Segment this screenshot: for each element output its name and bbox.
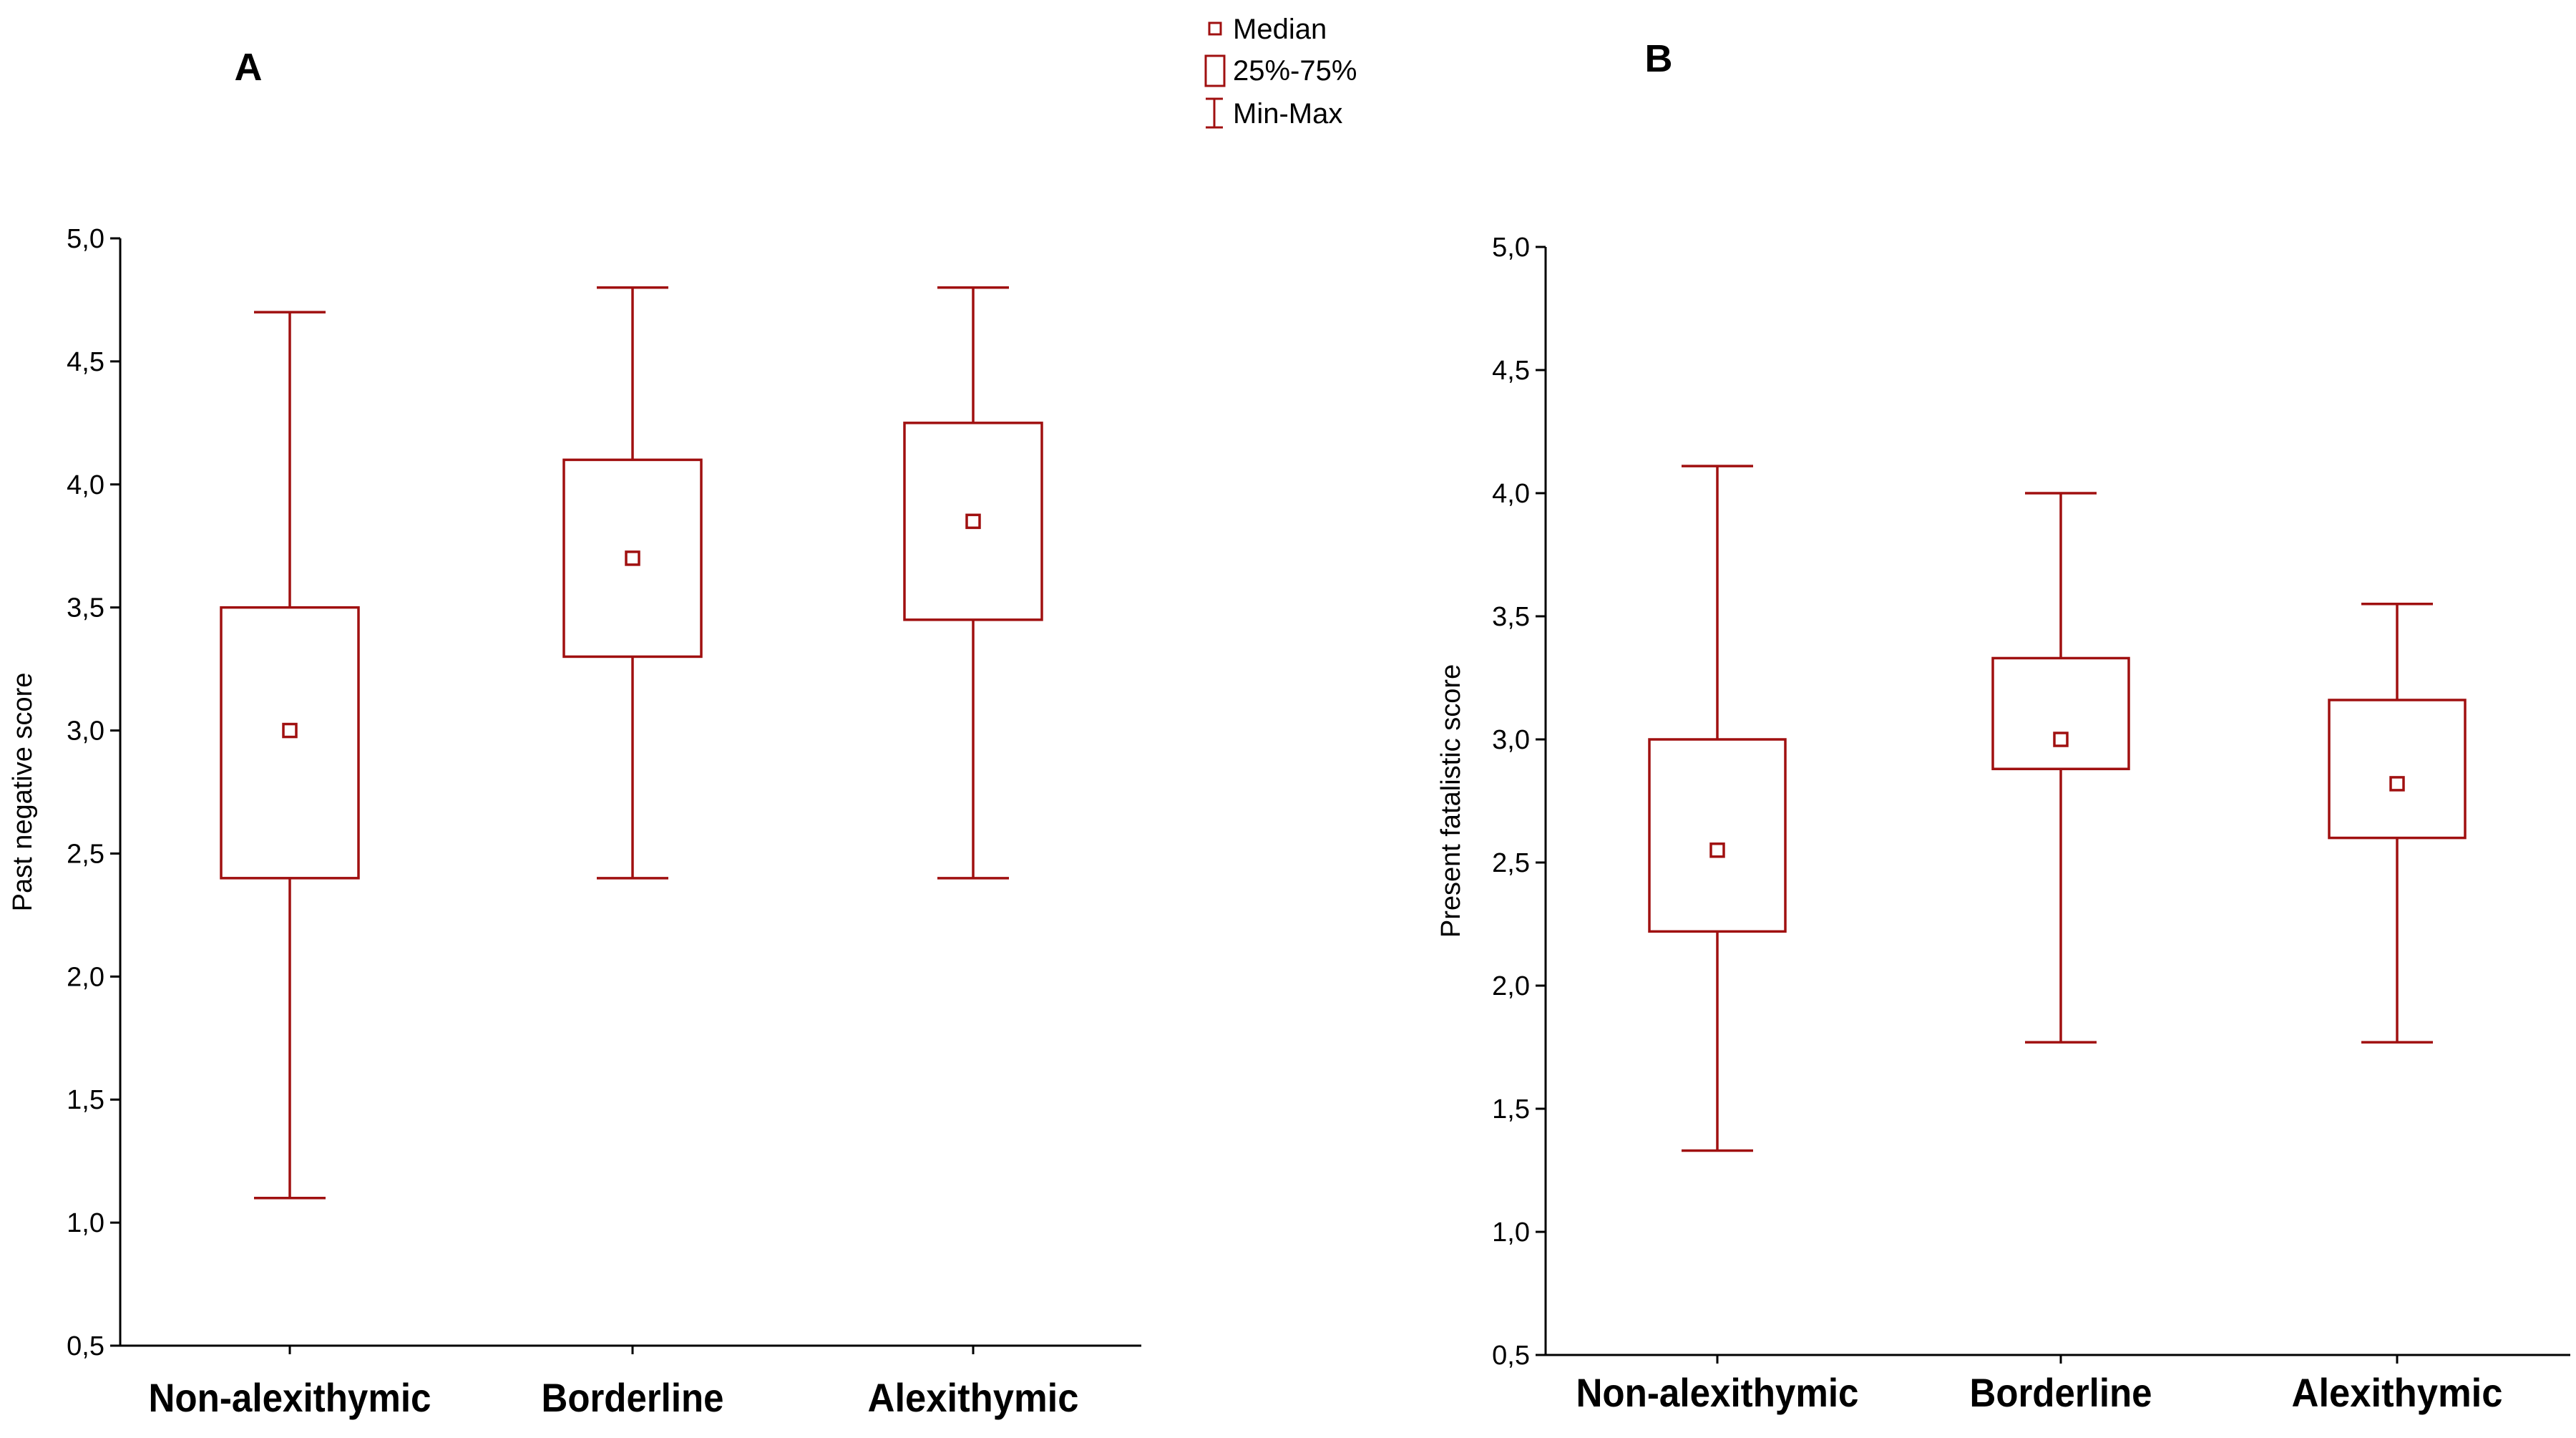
panel-label: B [1645,37,1673,80]
y-tick-label: 1,5 [67,1085,104,1115]
y-tick-label: 1,0 [1492,1218,1530,1248]
y-axis-title: Present fatalistic score [1436,664,1466,938]
y-tick-label: 2,5 [67,839,104,869]
y-tick-label: 1,0 [67,1208,104,1238]
y-tick-label: 3,5 [67,593,104,623]
y-tick-label: 3,0 [1492,725,1530,755]
iqr-box [1991,656,2130,771]
y-tick-label: 4,5 [1492,356,1530,386]
category-label: Non-alexithymic [1576,1370,1859,1415]
median-marker [1709,842,1725,858]
y-tick-label: 3,0 [67,716,104,747]
y-axis-title: Past negative score [8,673,38,912]
category-label: Non-alexithymic [149,1375,431,1420]
y-tick-label: 1,5 [1492,1094,1530,1124]
y-tick-label: 3,5 [1492,602,1530,632]
median-marker [282,722,298,739]
y-tick-label: 2,5 [1492,848,1530,878]
y-tick-label: 5,0 [1492,233,1530,263]
legend-label: Min-Max [1233,98,1342,130]
y-tick-label: 5,0 [67,224,104,254]
iqr-box [1648,738,1787,933]
median-marker [2389,776,2405,792]
iqr-box [562,458,703,659]
median-marker [625,550,640,566]
y-tick-label: 2,0 [67,962,104,992]
legend-label: 25%-75% [1233,55,1357,87]
legend-label: Median [1233,14,1327,45]
y-tick-label: 4,0 [1492,479,1530,509]
iqr-box [2328,699,2467,840]
y-tick-label: 4,5 [67,347,104,377]
category-label: Borderline [1970,1370,2152,1415]
category-label: Borderline [542,1375,724,1420]
panel-b: B 0,5 1,0 1,5 2,0 2,5 3,0 3,5 4,0 4,5 5,0 Present f… [1436,37,2570,1415]
legend-median-symbol [1208,21,1222,36]
category-label: Alexithymic [868,1375,1079,1420]
median-marker [965,513,981,530]
y-tick-label: 0,5 [67,1331,104,1361]
legend: Median 25%-75% Min-Max [1204,14,1357,130]
panel-a: A 0,5 1,0 1,5 2,0 2,5 3,0 3,5 4,0 4,5 5,0 Past nega… [8,46,1141,1420]
y-tick-label: 4,0 [67,470,104,500]
category-label: Alexithymic [2292,1370,2503,1415]
panel-label: A [235,46,263,89]
y-tick-label: 0,5 [1492,1341,1530,1371]
y-tick-label: 2,0 [1492,971,1530,1001]
iqr-box [903,422,1043,621]
median-marker [2053,732,2069,747]
iqr-box [220,606,360,880]
legend-box-symbol [1204,54,1226,87]
